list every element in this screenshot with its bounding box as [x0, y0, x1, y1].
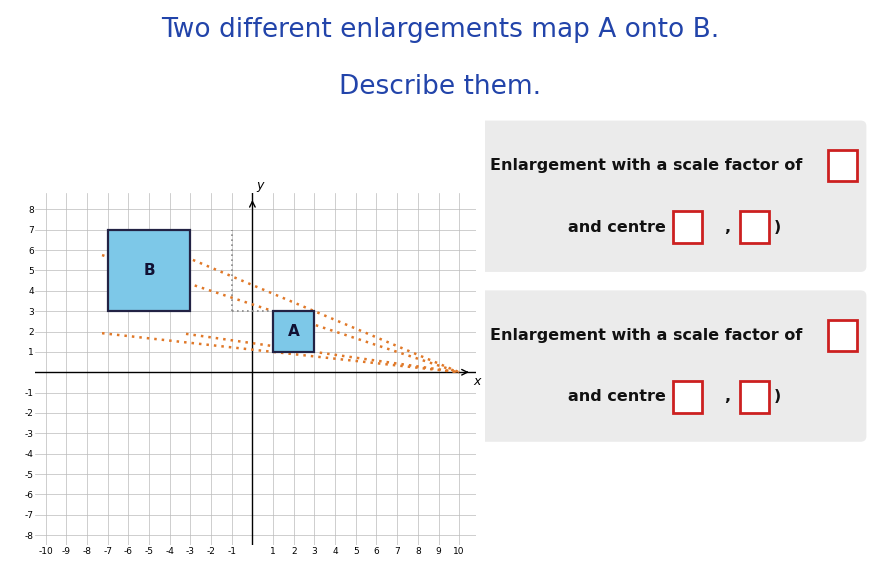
- Text: and centre (: and centre (: [568, 220, 679, 235]
- Text: Describe them.: Describe them.: [339, 74, 542, 100]
- Bar: [107, 230, 190, 311]
- Bar: [672, 211, 701, 243]
- Bar: [827, 320, 856, 351]
- Bar: [672, 381, 701, 412]
- Bar: [827, 150, 856, 181]
- Text: Enlargement with a scale factor of: Enlargement with a scale factor of: [490, 158, 803, 173]
- Text: A: A: [288, 324, 300, 339]
- Text: B: B: [144, 263, 155, 278]
- Text: ,: ,: [724, 220, 730, 235]
- Bar: [740, 381, 769, 412]
- Bar: [740, 211, 769, 243]
- Text: y: y: [256, 179, 263, 192]
- Text: Two different enlargements map A onto B.: Two different enlargements map A onto B.: [161, 17, 720, 43]
- FancyBboxPatch shape: [478, 290, 866, 442]
- Text: ,: ,: [724, 390, 730, 404]
- Text: ): ): [774, 390, 781, 404]
- Text: x: x: [473, 375, 480, 388]
- Bar: [273, 311, 315, 352]
- FancyBboxPatch shape: [478, 120, 866, 272]
- Text: and centre (: and centre (: [568, 390, 679, 404]
- Text: ): ): [774, 220, 781, 235]
- Text: Enlargement with a scale factor of: Enlargement with a scale factor of: [490, 328, 803, 343]
